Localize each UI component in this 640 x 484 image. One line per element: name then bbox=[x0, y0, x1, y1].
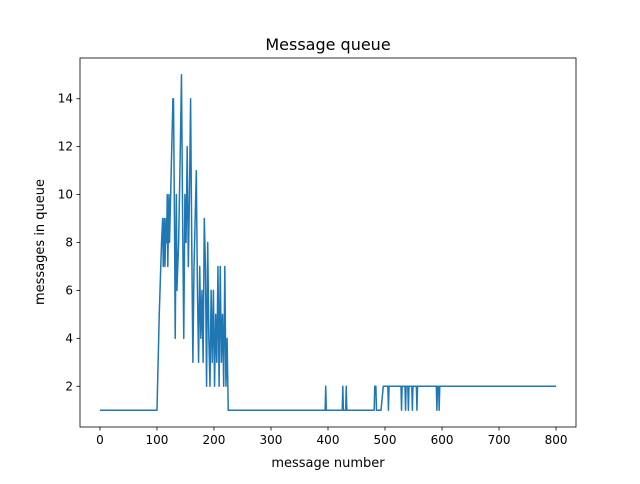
y-tick-label: 6 bbox=[65, 283, 73, 297]
x-tick-label: 300 bbox=[260, 433, 283, 447]
y-tick-label: 14 bbox=[58, 92, 73, 106]
series-line-0 bbox=[99, 74, 557, 411]
x-tick-label: 700 bbox=[488, 433, 511, 447]
y-axis-label: messages in queue bbox=[33, 179, 48, 305]
x-tick-label: 600 bbox=[431, 433, 454, 447]
x-tick-label: 0 bbox=[96, 433, 104, 447]
y-tick-label: 2 bbox=[65, 379, 73, 393]
x-tick-label: 200 bbox=[203, 433, 226, 447]
x-tick-label: 800 bbox=[545, 433, 568, 447]
y-tick-label: 4 bbox=[65, 331, 73, 345]
plot-area: 0 100 200 300 400 500 600 700 800 2 4 6 8 10 12 14 bbox=[58, 57, 577, 447]
y-tick-label: 8 bbox=[65, 236, 73, 250]
plot-frame bbox=[79, 57, 577, 428]
x-tick-label: 400 bbox=[317, 433, 340, 447]
x-tick-label: 100 bbox=[146, 433, 169, 447]
y-tick-label: 12 bbox=[58, 140, 73, 154]
y-tick-label: 10 bbox=[58, 188, 73, 202]
x-axis-label: message number bbox=[271, 456, 385, 471]
x-tick-label: 500 bbox=[374, 433, 397, 447]
chart-title: Message queue bbox=[265, 35, 390, 54]
